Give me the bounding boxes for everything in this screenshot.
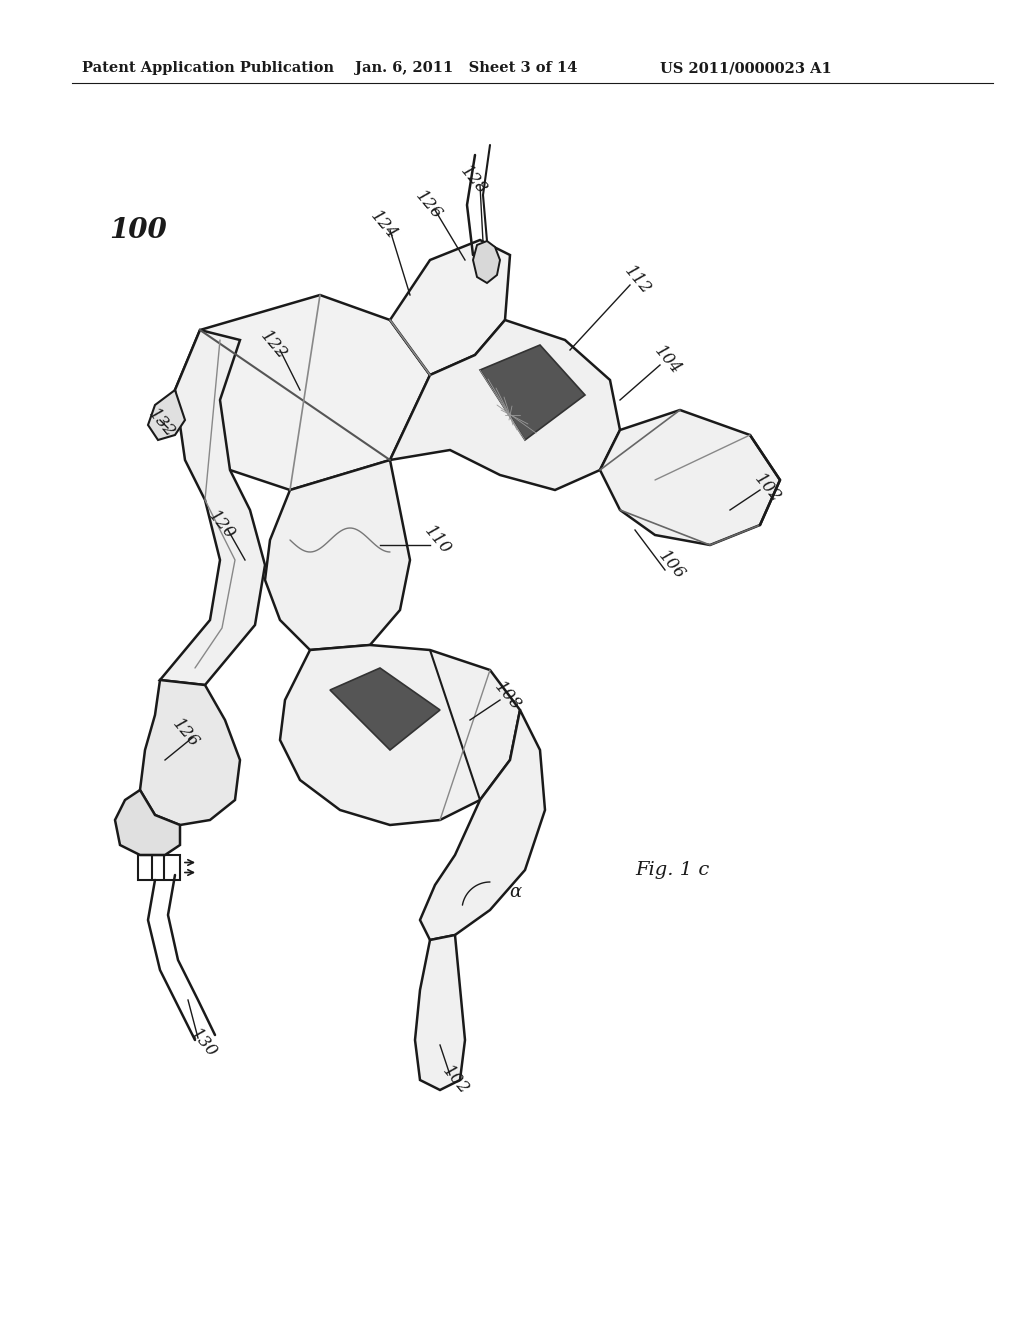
- Text: α: α: [509, 883, 521, 902]
- Polygon shape: [473, 242, 500, 282]
- Text: 104: 104: [651, 342, 685, 378]
- Text: 120: 120: [205, 507, 239, 543]
- Polygon shape: [160, 330, 265, 685]
- Text: 112: 112: [622, 263, 654, 298]
- Text: Jan. 6, 2011   Sheet 3 of 14: Jan. 6, 2011 Sheet 3 of 14: [355, 61, 578, 75]
- Text: 128: 128: [458, 162, 490, 198]
- Polygon shape: [280, 645, 520, 825]
- Text: 102: 102: [752, 470, 784, 506]
- Text: 130: 130: [187, 1026, 221, 1061]
- Text: 126: 126: [413, 187, 445, 223]
- Polygon shape: [390, 319, 620, 490]
- Text: 122: 122: [257, 327, 291, 363]
- Polygon shape: [115, 789, 180, 855]
- Polygon shape: [175, 294, 430, 490]
- Bar: [138, 855, 180, 880]
- Text: Patent Application Publication: Patent Application Publication: [82, 61, 334, 75]
- Polygon shape: [390, 240, 510, 375]
- Polygon shape: [480, 345, 585, 440]
- Polygon shape: [148, 389, 185, 440]
- Text: 132: 132: [145, 405, 179, 441]
- Polygon shape: [330, 668, 440, 750]
- Text: 124: 124: [368, 207, 400, 243]
- Text: US 2011/0000023 A1: US 2011/0000023 A1: [660, 61, 831, 75]
- Text: 110: 110: [421, 523, 455, 557]
- Text: 106: 106: [655, 548, 689, 582]
- Polygon shape: [265, 459, 410, 649]
- Polygon shape: [600, 411, 780, 545]
- Text: 102: 102: [439, 1063, 473, 1098]
- Text: 108: 108: [492, 678, 524, 714]
- Text: 126: 126: [169, 715, 203, 751]
- Polygon shape: [140, 680, 240, 825]
- Text: 100: 100: [110, 216, 167, 243]
- Polygon shape: [420, 710, 545, 940]
- Text: Fig. 1 c: Fig. 1 c: [635, 861, 710, 879]
- Polygon shape: [415, 935, 465, 1090]
